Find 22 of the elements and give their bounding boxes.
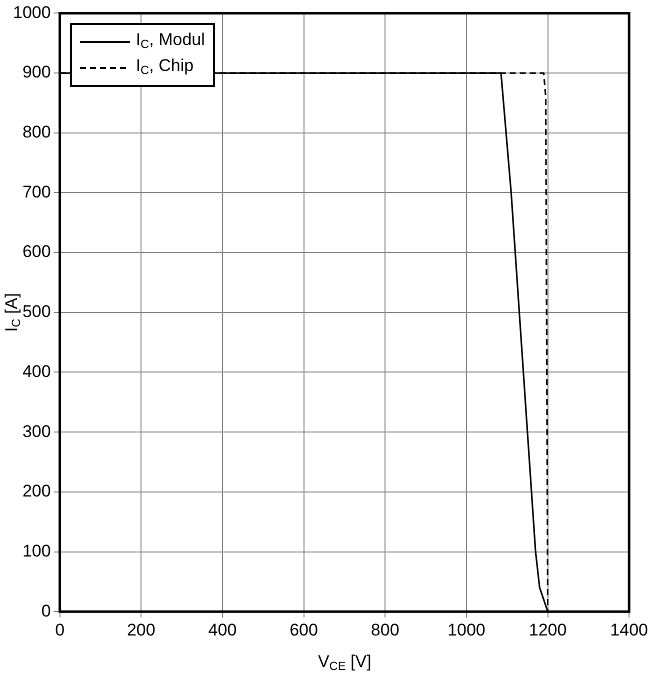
x-tick-label: 1200 <box>528 620 567 640</box>
y-tick-label: 300 <box>22 422 51 441</box>
x-tick-label: 600 <box>290 620 318 640</box>
y-tick-label: 400 <box>22 362 51 381</box>
y-tick-label: 1000 <box>12 2 51 22</box>
x-tick-label: 1400 <box>610 620 648 640</box>
x-tick-label: 800 <box>370 620 400 640</box>
x-axis-title: V$_{CE}$ [V] <box>318 652 372 673</box>
y-tick-label: 0 <box>41 601 51 620</box>
legend-label: I$_{C}$, Chip <box>136 55 194 80</box>
legend-label: I$_{C}$, Modul <box>136 29 205 54</box>
y-tick-label: 200 <box>22 482 51 501</box>
x-tick-label: 1000 <box>448 620 486 640</box>
y-tick-label: 100 <box>22 541 51 560</box>
y-tick-label: 700 <box>22 182 51 202</box>
x-tick-label: 0 <box>55 620 65 640</box>
x-tick-label: 200 <box>126 620 156 640</box>
x-tick-label: 400 <box>208 620 237 640</box>
y-tick-label: 900 <box>22 62 51 82</box>
y-tick-label: 600 <box>22 242 51 262</box>
y-tick-label: 500 <box>22 302 51 322</box>
y-tick-label: 800 <box>22 122 51 142</box>
